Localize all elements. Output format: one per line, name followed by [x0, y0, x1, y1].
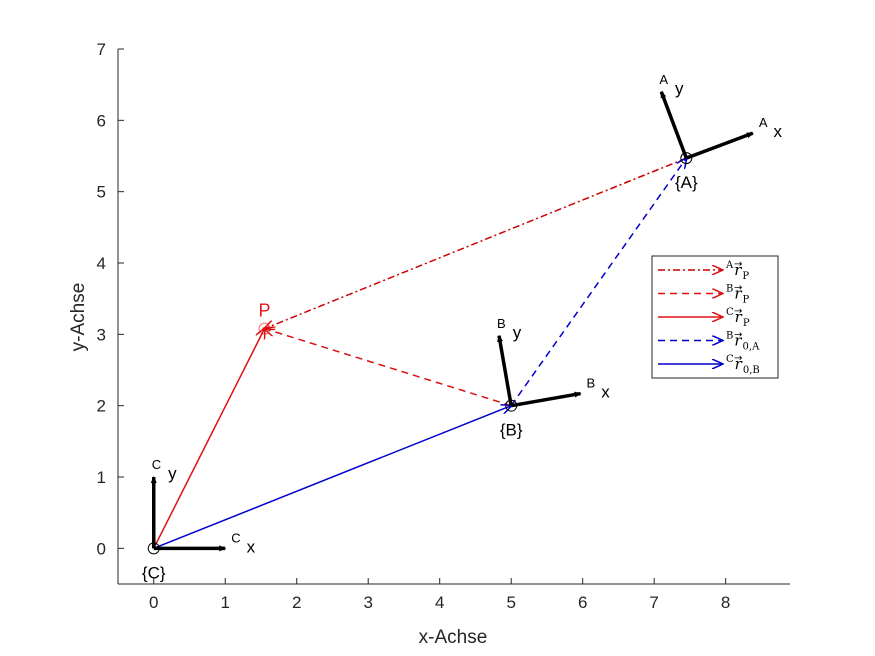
x-tick-label: 1 — [220, 593, 229, 612]
point-marker — [258, 322, 271, 335]
x-tick-label: 4 — [435, 593, 444, 612]
y-tick-label: 2 — [97, 397, 106, 416]
y-tick-label: 6 — [97, 111, 106, 130]
y-tick-label: 1 — [97, 468, 106, 487]
frame-B-origin — [505, 399, 518, 412]
x-tick-label: 0 — [149, 593, 158, 612]
x-tick-label: 7 — [649, 593, 658, 612]
x-tick-label: 3 — [363, 593, 372, 612]
vectors-layer — [153, 157, 687, 550]
y-tick-label: 5 — [97, 183, 106, 202]
y-tick-label: 3 — [97, 325, 106, 344]
vector-A_rP — [265, 157, 687, 328]
frame-A-origin — [680, 152, 693, 165]
legend: ArP→BrP→CrP→Br0,A→Cr0,B→ — [651, 255, 779, 379]
frame-A-name: {A} — [675, 173, 698, 192]
x-tick-label: 5 — [506, 593, 515, 612]
legend-entry: Br0,A — [726, 331, 760, 353]
frame-B-name: {B} — [500, 421, 523, 440]
y-axis-title: y-Achse — [68, 283, 89, 352]
legend-vec-arrow: → — [734, 259, 742, 270]
legend-entry: CrP — [726, 307, 750, 329]
vector-B_rP — [265, 329, 512, 407]
point-layer: P — [258, 301, 271, 335]
y-tick-label: 0 — [97, 539, 106, 558]
x-axis-title: x-Achse — [419, 627, 488, 648]
vector-C_r0B — [153, 406, 511, 550]
frame-C-origin — [147, 542, 160, 555]
x-tick-label: 2 — [292, 593, 301, 612]
legend-vec-arrow: → — [734, 283, 742, 294]
frame-A-y-axis — [659, 90, 688, 159]
vector-B_r0A — [510, 158, 686, 407]
y-tick-label: 7 — [97, 40, 106, 59]
x-tick-label: 6 — [578, 593, 587, 612]
frame-B-y-axis — [497, 334, 513, 406]
frame-B-x-axis — [510, 391, 582, 408]
axes: 0 1 2 3 4 5 6 7 8 0 1 2 3 4 5 6 7 — [97, 40, 790, 612]
legend-vec-arrow: → — [734, 330, 742, 341]
x-tick-label: 8 — [721, 593, 730, 612]
frame-A-x-axis — [685, 131, 754, 160]
legend-entry: BrP — [726, 284, 750, 306]
vector-C_rP — [153, 329, 265, 549]
legend-vec-arrow: → — [734, 306, 742, 317]
frame-C-name: {C} — [142, 563, 166, 582]
legend-vec-arrow: → — [734, 353, 742, 364]
legend-entry: ArP — [725, 260, 749, 282]
legend-entry: Cr0,B — [726, 354, 760, 376]
y-tick-label: 4 — [97, 254, 106, 273]
point-label: P — [259, 301, 271, 321]
